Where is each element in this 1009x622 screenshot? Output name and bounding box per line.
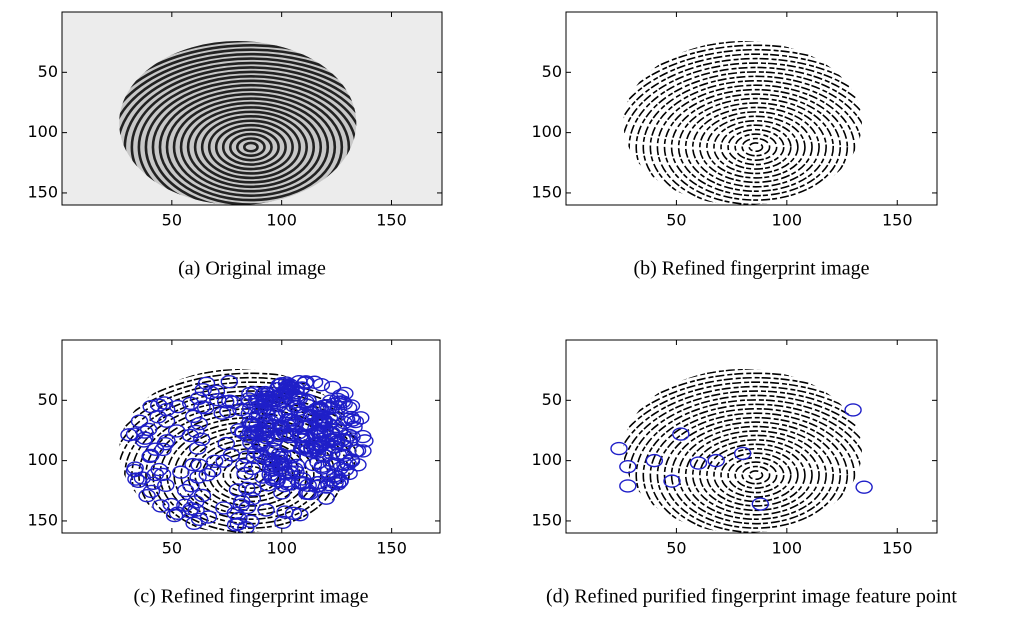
y-tick-label: 50 <box>38 62 58 81</box>
y-tick-label: 100 <box>27 122 58 141</box>
y-tick-label: 150 <box>27 182 58 201</box>
y-tick-label: 150 <box>531 182 562 201</box>
x-tick-label: 50 <box>666 211 686 230</box>
caption: (a) Original image <box>178 258 326 280</box>
panel: 50 100 150 50 100 150 (b) Refined fingerprint … <box>531 12 937 280</box>
y-tick-label: 150 <box>27 510 58 529</box>
image-background <box>566 12 937 205</box>
x-tick-label: 150 <box>882 539 913 558</box>
x-tick-label: 50 <box>162 539 182 558</box>
x-tick-label: 100 <box>772 539 803 558</box>
y-tick-label: 150 <box>531 510 562 529</box>
caption: (b) Refined fingerprint image <box>633 258 869 280</box>
caption: (c) Refined fingerprint image <box>134 586 369 608</box>
x-tick-label: 150 <box>376 539 407 558</box>
panel: 50 100 150 50 100 150 (d) Refined purified fin… <box>531 340 957 608</box>
x-tick-label: 50 <box>162 211 182 230</box>
image-background <box>566 340 937 533</box>
x-tick-label: 100 <box>266 539 297 558</box>
panel: 50 100 150 50 100 150 (a) Original image <box>27 12 442 280</box>
y-tick-label: 50 <box>542 62 562 81</box>
y-tick-label: 100 <box>531 122 562 141</box>
x-tick-label: 150 <box>376 211 407 230</box>
y-tick-label: 50 <box>542 390 562 409</box>
y-tick-label: 100 <box>27 450 58 469</box>
y-tick-label: 100 <box>531 450 562 469</box>
x-tick-label: 50 <box>666 539 686 558</box>
caption: (d) Refined purified fingerprint image f… <box>546 586 957 608</box>
x-tick-label: 100 <box>772 211 803 230</box>
x-tick-label: 150 <box>882 211 913 230</box>
y-tick-label: 50 <box>38 390 58 409</box>
x-tick-label: 100 <box>266 211 297 230</box>
figure: 50 100 150 50 100 150 (a) Original image 50 100 1… <box>0 0 1009 622</box>
panel: 50 100 150 50 100 150 (c) Refined fingerprint … <box>27 340 440 608</box>
